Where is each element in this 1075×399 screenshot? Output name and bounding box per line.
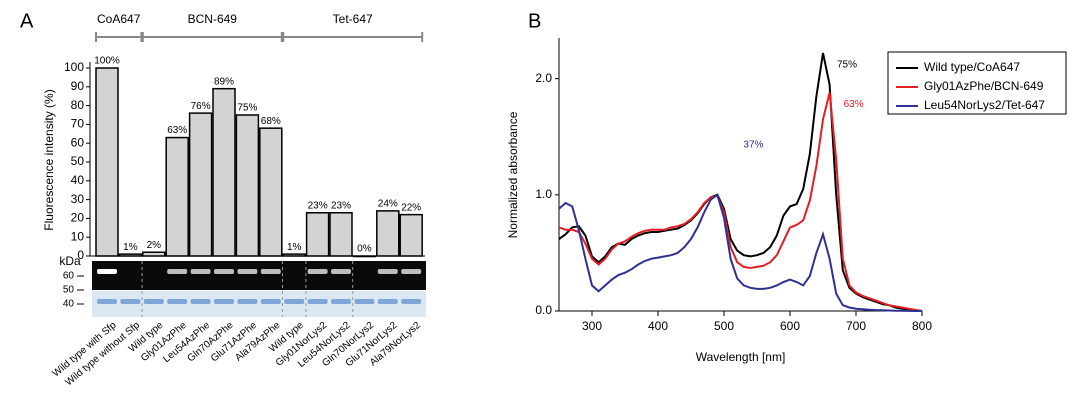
y-tick-label: 1.0 [535,187,552,201]
bar [307,213,329,256]
peak-label: 37% [743,139,763,150]
gel-band [120,299,140,304]
value-label: 63% [167,125,187,136]
gel-band [331,269,351,274]
x-tick-label: 700 [846,319,866,333]
y-tick-label: 2.0 [535,71,552,85]
x-tick-label: 500 [714,319,734,333]
gel-band [354,299,374,304]
gel-marker-label: 60 [63,271,75,282]
bar [166,138,188,256]
peak-label: 75% [837,60,857,71]
group-bracket [283,32,422,42]
value-label: 89% [214,76,234,87]
value-label: 22% [401,202,421,213]
y-tick-label: 40 [71,173,85,187]
gel-band [237,299,257,304]
gel-band [378,269,398,274]
bar [260,128,282,256]
y-axis-label: Fluorescence intensity (%) [42,89,56,230]
gel-band [191,269,211,274]
gel-marker-label: 40 [63,299,75,310]
bar [213,89,235,256]
gel-band [191,299,211,304]
value-label: 75% [237,103,257,114]
y-tick-label: 20 [71,211,85,225]
gel-band [308,299,328,304]
gel-band [261,269,281,274]
y-tick-label: 60 [71,135,85,149]
x-tick-label: 600 [780,319,800,333]
bar [400,215,422,256]
value-label: 24% [378,199,398,210]
y-tick-label: 30 [71,192,85,206]
y-tick-label: 10 [71,229,85,243]
bar [330,213,352,256]
bar [119,254,141,256]
x-axis-label: Wavelength [nm] [696,350,786,364]
bar [190,113,212,256]
group-bracket [143,32,282,42]
value-label: 2% [147,240,162,251]
group-label: BCN-649 [188,12,238,26]
gel-band [284,299,304,304]
gel-band [261,299,281,304]
gel-unit: kDa [59,254,81,268]
value-label: 76% [191,101,211,112]
y-tick-label: 90 [71,79,85,93]
panel-letter: B [528,10,541,32]
value-label: 1% [287,242,302,253]
value-label: 100% [94,56,120,67]
x-tick-label: 800 [912,319,932,333]
y-tick-label: 0.0 [535,303,552,317]
y-tick-label: 70 [71,117,85,131]
legend-label: Wild type/CoA647 [924,60,1020,74]
value-label: 0% [357,244,372,255]
bar [377,211,399,256]
gel-marker-label: 50 [63,285,75,296]
figure: A B 0102030405060708090100Fluorescence i… [0,0,1075,399]
y-tick-label: 100 [64,60,84,74]
gel-band [214,299,234,304]
gel-band [331,299,351,304]
peak-label: 63% [844,99,864,110]
group-label: Tet-647 [333,12,373,26]
bar [236,115,258,256]
y-tick-label: 50 [71,154,85,168]
legend-label: Leu54NorLys2/Tet-647 [924,98,1045,112]
gel-band [308,269,328,274]
x-tick-label: 300 [582,319,602,333]
value-label: 68% [261,116,281,127]
gel-band [167,299,187,304]
value-label: 23% [308,200,328,211]
y-tick-label: 80 [71,98,85,112]
gel-band [401,269,421,274]
value-label: 1% [123,242,138,253]
legend-label: Gly01AzPhe/BCN-649 [924,79,1044,93]
gel-band [144,299,164,304]
gel-band [214,269,234,274]
gel-band [97,269,117,274]
gel-band [237,269,257,274]
value-label: 23% [331,200,351,211]
gel-band [401,299,421,304]
gel-band [167,269,187,274]
bar [283,254,305,256]
group-label: CoA647 [97,12,141,26]
gel-band [97,299,117,304]
bar [143,252,165,256]
x-tick-label: 400 [648,319,668,333]
group-bracket [96,32,141,42]
gel-band [378,299,398,304]
bar [353,256,375,257]
series-line [559,53,922,311]
y-axis-label: Normalized absorbance [506,111,520,238]
panel-letter: A [20,10,34,32]
bar [96,68,118,256]
